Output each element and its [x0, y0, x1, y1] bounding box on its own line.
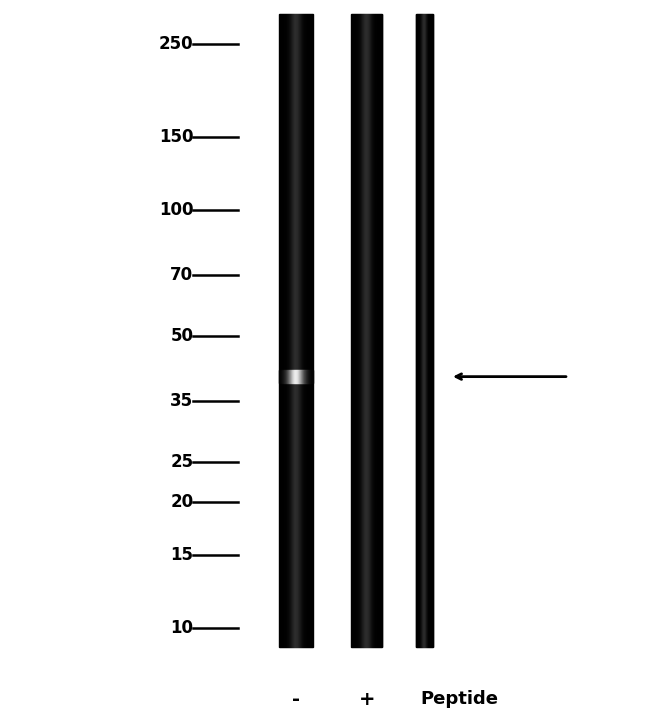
Text: -: -	[292, 690, 300, 709]
Text: +: +	[358, 690, 375, 709]
Text: 250: 250	[159, 35, 194, 53]
Text: 100: 100	[159, 201, 194, 219]
Text: 15: 15	[170, 546, 194, 564]
Text: 50: 50	[170, 327, 194, 345]
Text: 10: 10	[170, 619, 194, 638]
Text: 70: 70	[170, 266, 194, 284]
Text: 20: 20	[170, 493, 194, 511]
Text: 25: 25	[170, 453, 194, 471]
Text: 35: 35	[170, 392, 194, 410]
Text: 150: 150	[159, 128, 194, 146]
Text: Peptide: Peptide	[421, 690, 499, 709]
